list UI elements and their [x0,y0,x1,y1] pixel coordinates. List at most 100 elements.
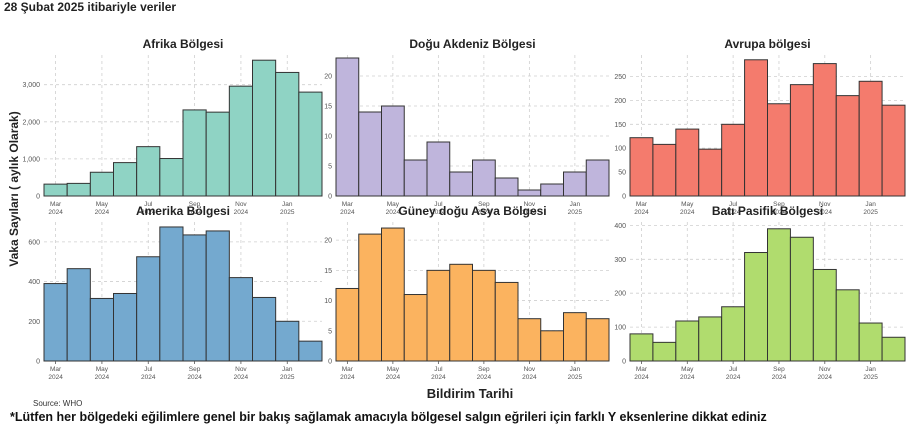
y-tick-label: 20 [324,74,332,81]
bar [275,71,300,197]
bar [789,236,814,362]
x-tick-label: Nov 2024 [818,366,833,381]
x-tick-label: Jan 2025 [280,366,295,381]
x-tick-label: Sep 2024 [187,201,202,216]
x-tick-label: Nov 2024 [234,366,249,381]
y-tick-label: 5 [328,164,332,171]
y-tick-label: 20 [324,238,332,245]
x-tick-label: May 2024 [386,201,401,216]
bar [585,159,610,197]
bar [835,95,860,197]
y-tick-label: 15 [324,104,332,111]
x-tick-label: Jan 2025 [863,201,878,216]
x-tick-label: Jan 2025 [863,366,878,381]
x-tick-label: Mar 2024 [634,366,649,381]
bar [43,283,68,362]
y-tick-label: 100 [614,325,626,332]
x-tick-label: Jan 2025 [280,201,295,216]
y-tick-label: 10 [324,298,332,305]
y-tick-label: 5 [328,328,332,335]
x-tick-label: Jul 2024 [141,201,156,216]
y-tick-label: 15 [324,268,332,275]
bar [252,59,277,197]
bar [812,268,837,362]
bar [335,287,360,362]
bar [252,296,277,362]
x-tick-label: Mar 2024 [340,366,355,381]
y-tick-label: 400 [28,279,40,286]
bar [858,322,883,362]
bar [89,171,115,197]
x-tick-label: May 2024 [680,201,695,216]
y-tick-label: 200 [28,319,40,326]
y-tick-label: 150 [614,122,626,129]
bar [563,171,587,197]
bar [858,80,883,197]
bar [744,252,768,362]
bar [540,330,564,362]
bar [517,318,542,362]
bar [540,183,564,197]
y-tick-label: 100 [614,146,626,153]
bar [228,85,253,197]
y-tick-label: 1,000 [22,156,40,163]
bar [472,269,496,362]
bar [629,137,654,197]
bar [403,159,428,197]
bar [89,297,115,362]
bar [881,104,906,197]
bar [494,281,519,362]
bar [675,128,700,197]
bar [159,158,184,197]
bar [652,143,677,197]
y-tick-label: 0 [622,194,626,201]
bar [381,105,405,197]
y-tick-label: 200 [614,98,626,105]
y-tick-label: 0 [36,359,40,366]
bar [563,312,587,362]
bar [698,316,723,362]
y-tick-label: 200 [614,291,626,298]
x-tick-label: Jul 2024 [141,366,156,381]
bar [585,318,610,362]
bar [136,146,161,197]
x-tick-label: May 2024 [680,366,695,381]
x-tick-label: Sep 2024 [772,201,787,216]
panel-title: Avrupa bölgesi [724,37,810,51]
panel-2: 0 5 10 15 20 Mar 2024 May 2024 Jul 2024 Sep 2024 Nov 2… [324,37,610,216]
x-tick-label: Mar 2024 [340,201,355,216]
bar [881,336,906,362]
bar [767,103,791,197]
bar [721,123,746,197]
bar [494,177,519,197]
x-tick-label: Jan 2025 [568,366,583,381]
bar [835,289,860,362]
x-tick-label: May 2024 [95,201,110,216]
data-date-header: 28 Şubat 2025 itibariyle veriler [4,0,177,14]
bar [744,59,768,197]
bar [652,341,677,362]
x-tick-label: Mar 2024 [48,366,63,381]
x-tick-label: Jul 2024 [431,201,446,216]
y-tick-label: 0 [328,359,332,366]
bar [113,162,138,197]
y-tick-label: 10 [324,134,332,141]
bar [205,230,230,362]
y-axis-label: Vaka Sayıları ( aylık Olarak) [7,111,21,267]
bar [426,141,451,197]
bar [159,226,184,362]
bar [335,57,360,197]
x-tick-label: Sep 2024 [477,201,492,216]
bar [275,320,300,362]
bar [517,189,542,197]
bar [449,171,473,197]
panel-3: 0 50 100 150 200 250 Mar 2024 May 2024 Jul 2024 Sep 2… [614,37,906,216]
y-tick-label: 3,000 [22,82,40,89]
x-tick-label: Sep 2024 [187,366,202,381]
x-tick-label: May 2024 [386,366,401,381]
bar [629,333,654,362]
panel-title: Amerika Bölgesi [136,204,230,218]
bar [767,228,791,362]
source-note: Source: WHO [33,399,83,408]
footnote: *Lütfen her bölgedeki eğilimlere genel b… [10,410,767,424]
